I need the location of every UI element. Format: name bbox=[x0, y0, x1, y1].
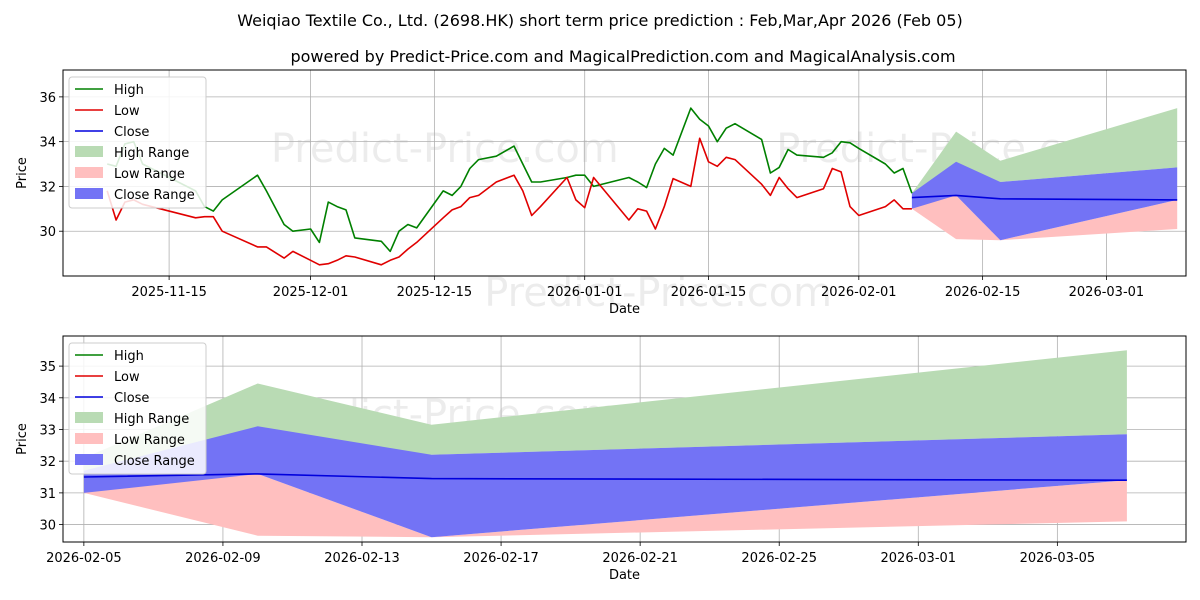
y-tick-label: 36 bbox=[39, 91, 56, 106]
x-tick-label: 2026-02-17 bbox=[463, 551, 539, 566]
legend: High Low Close High Range Low Range Close Ran… bbox=[68, 342, 207, 475]
legend-swatch-high-range bbox=[75, 146, 103, 157]
legend-label-close: Close bbox=[114, 391, 149, 406]
legend: High Low Close High Range Low Range Close Ran… bbox=[68, 76, 207, 209]
watermark-text: Predict-Price.com bbox=[271, 126, 619, 172]
legend-box bbox=[68, 76, 207, 209]
legend-label-high: High bbox=[114, 83, 144, 98]
x-tick-label: 2025-12-01 bbox=[273, 285, 349, 300]
legend-swatch-close-range bbox=[75, 454, 103, 465]
y-tick-label: 35 bbox=[39, 360, 56, 375]
low-range-band bbox=[83, 473, 1127, 538]
series-line-high bbox=[106, 107, 913, 253]
y-tick-label: 32 bbox=[39, 180, 56, 195]
legend-swatch-low-range bbox=[75, 433, 103, 444]
y-axis-label: Price bbox=[15, 423, 30, 455]
chart-title: Weiqiao Textile Co., Ltd. (2698.HK) shor… bbox=[237, 11, 963, 30]
x-tick-label: 2026-03-05 bbox=[1020, 551, 1096, 566]
x-tick-label: 2026-02-25 bbox=[741, 551, 817, 566]
legend-label-low-range: Low Range bbox=[114, 433, 185, 448]
close-range-band bbox=[911, 161, 1178, 241]
x-tick-label: 2026-02-09 bbox=[185, 551, 261, 566]
watermark-text: Predict-Price.com bbox=[484, 270, 832, 316]
forecast-zoom-panel: Predict-Price.comPredict-Price.com2026-0… bbox=[15, 335, 1187, 583]
x-tick-label: 2025-11-15 bbox=[131, 285, 207, 300]
plot-frame bbox=[62, 335, 1187, 543]
x-tick-label: 2026-02-05 bbox=[46, 551, 122, 566]
history-and-forecast-panel: Predict-Price.comPredict-Price.comPredic… bbox=[15, 69, 1187, 317]
legend-label-high: High bbox=[114, 349, 144, 364]
legend-label-low-range: Low Range bbox=[114, 167, 185, 182]
chart-subtitle: powered by Predict-Price.com and Magical… bbox=[290, 47, 955, 66]
legend-label-low: Low bbox=[114, 370, 140, 385]
x-tick-label: 2026-02-21 bbox=[602, 551, 678, 566]
forecast-close-line bbox=[83, 473, 1127, 482]
legend-label-low: Low bbox=[114, 104, 140, 119]
y-tick-label: 34 bbox=[39, 136, 56, 151]
y-tick-label: 34 bbox=[39, 392, 56, 407]
legend-label-close: Close bbox=[114, 125, 149, 140]
y-tick-label: 31 bbox=[39, 487, 56, 502]
legend-label-high-range: High Range bbox=[114, 412, 189, 427]
low-range-band bbox=[911, 195, 1178, 241]
legend-label-close-range: Close Range bbox=[114, 454, 195, 469]
legend-swatch-high-range bbox=[75, 412, 103, 423]
x-tick-label: 2026-02-13 bbox=[324, 551, 400, 566]
x-tick-label: 2026-02-15 bbox=[945, 285, 1021, 300]
x-tick-label: 2025-12-15 bbox=[397, 285, 473, 300]
legend-label-high-range: High Range bbox=[114, 146, 189, 161]
x-axis-label: Date bbox=[609, 302, 640, 317]
legend-label-close-range: Close Range bbox=[114, 188, 195, 203]
y-tick-label: 32 bbox=[39, 455, 56, 470]
x-tick-label: 2026-01-01 bbox=[547, 285, 623, 300]
y-tick-label: 33 bbox=[39, 423, 56, 438]
x-tick-label: 2026-03-01 bbox=[1069, 285, 1145, 300]
legend-swatch-low-range bbox=[75, 167, 103, 178]
legend-swatch-close-range bbox=[75, 188, 103, 199]
series-line-low bbox=[106, 137, 912, 266]
x-tick-label: 2026-02-01 bbox=[821, 285, 897, 300]
forecast-close-line bbox=[911, 194, 1178, 201]
x-tick-label: 2026-01-15 bbox=[671, 285, 747, 300]
x-tick-label: 2026-03-01 bbox=[881, 551, 957, 566]
x-axis-label: Date bbox=[609, 568, 640, 583]
y-tick-label: 30 bbox=[39, 225, 56, 240]
plot-frame bbox=[62, 69, 1187, 277]
y-axis-label: Price bbox=[15, 157, 30, 189]
close-range-band bbox=[83, 426, 1127, 538]
legend-box bbox=[68, 342, 207, 475]
y-tick-label: 30 bbox=[39, 519, 56, 534]
